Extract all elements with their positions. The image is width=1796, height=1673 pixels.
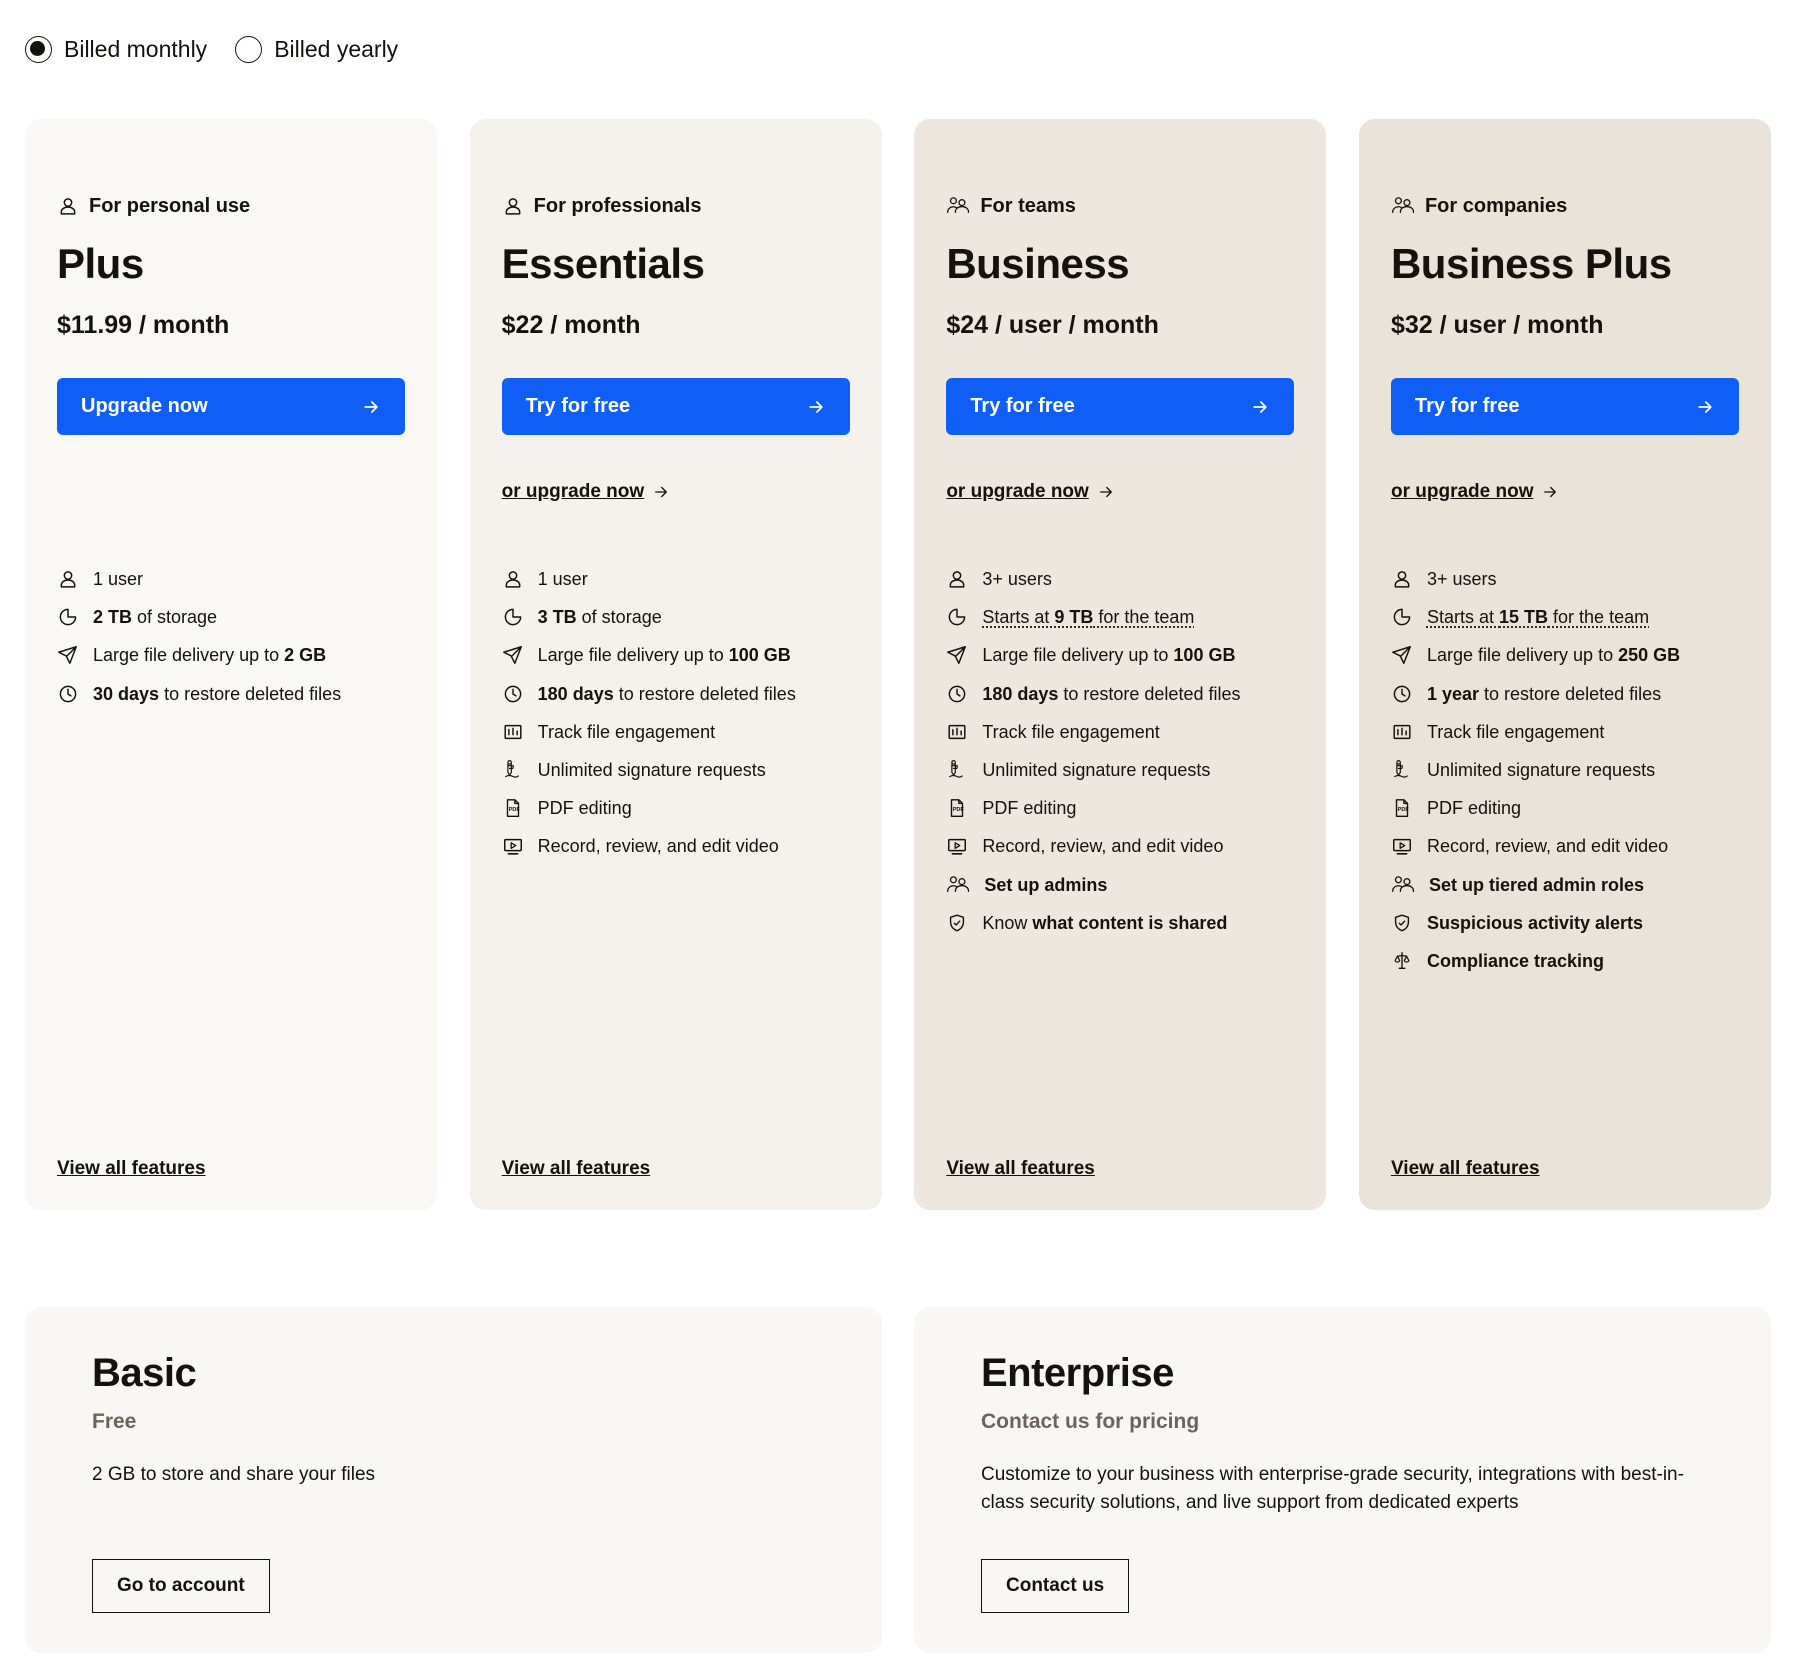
svg-text:PDF: PDF xyxy=(953,807,965,813)
svg-text:PDF: PDF xyxy=(508,807,520,813)
svg-text:PDF: PDF xyxy=(1398,807,1410,813)
